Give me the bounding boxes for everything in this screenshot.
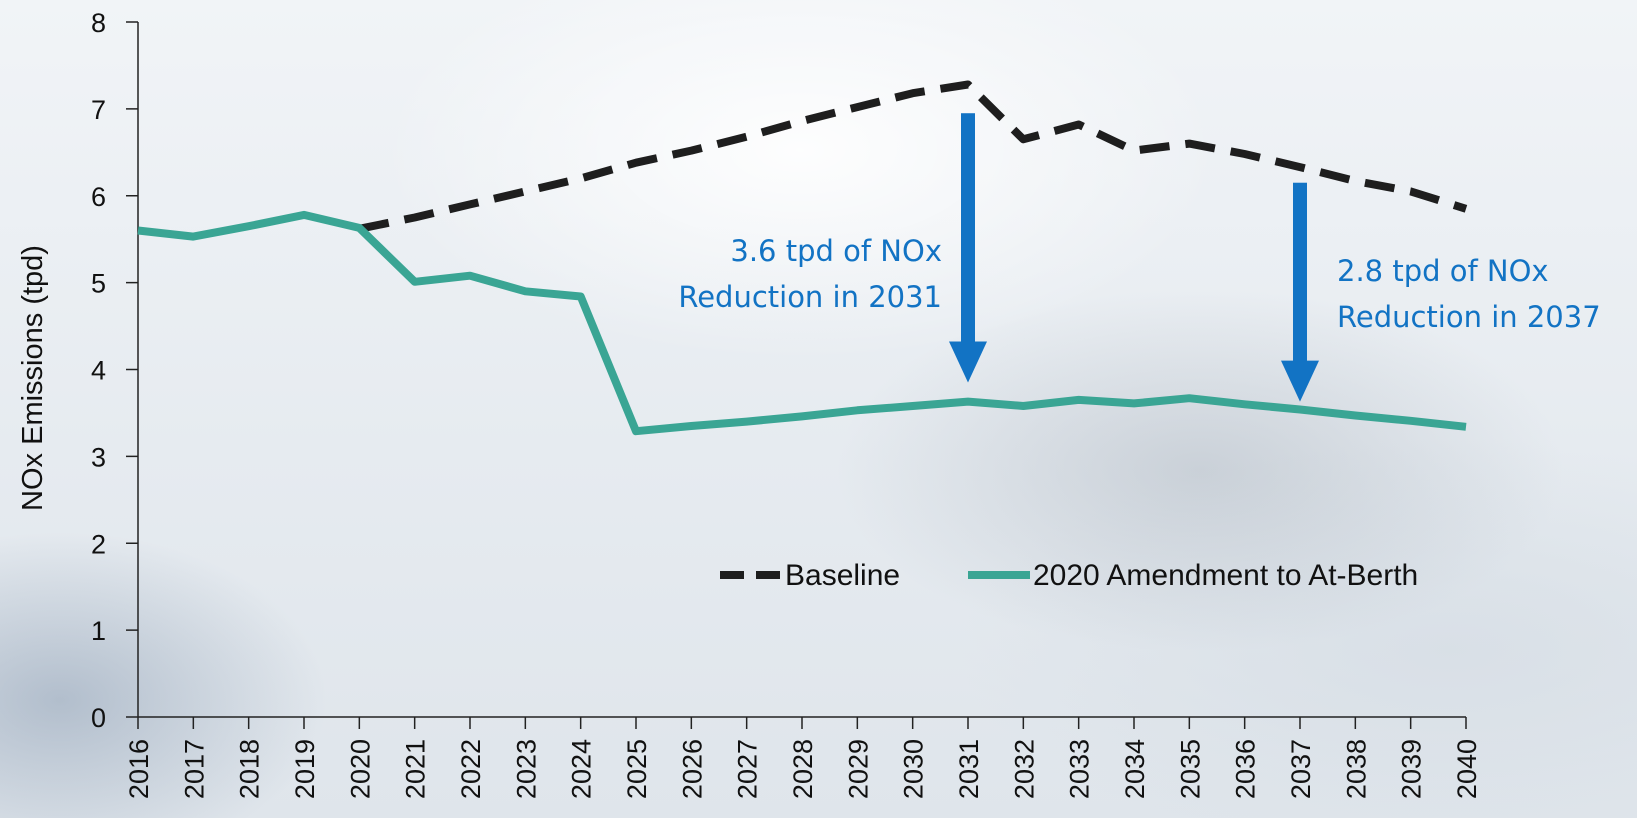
x-tick-label: 2032 <box>1009 739 1039 799</box>
y-tick-label: 6 <box>91 182 106 212</box>
x-tick-label: 2029 <box>843 739 873 799</box>
annotation-arrows <box>949 113 1319 402</box>
annotation-2037: 2.8 tpd of NOx Reduction in 2037 <box>1337 248 1601 340</box>
x-tick-label: 2023 <box>511 739 541 799</box>
y-tick-label: 1 <box>91 616 106 646</box>
arrow-shaft <box>1293 182 1307 362</box>
annotation-2037-line1: 2.8 tpd of NOx <box>1337 254 1549 288</box>
y-tick-label: 0 <box>91 703 106 733</box>
legend-label-amendment: 2020 Amendment to At-Berth <box>1033 559 1418 592</box>
x-tick-label: 2019 <box>290 739 320 799</box>
x-tick-label: 2024 <box>567 739 597 799</box>
arrow-shaft <box>961 113 975 343</box>
x-tick-label: 2031 <box>954 739 984 799</box>
x-tick-label: 2030 <box>899 739 929 799</box>
x-tick-label: 2035 <box>1175 739 1205 799</box>
series-line-baseline <box>358 80 1468 233</box>
x-tick-label: 2021 <box>401 739 431 799</box>
x-tick-label: 2026 <box>677 739 707 799</box>
y-tick-label: 2 <box>91 529 106 559</box>
y-tick-label: 5 <box>91 269 106 299</box>
x-tick-label: 2020 <box>345 739 375 799</box>
y-tick-label: 4 <box>91 356 106 386</box>
x-tick-label: 2040 <box>1452 739 1482 799</box>
y-tick-label: 7 <box>91 95 106 125</box>
arrow-head <box>1281 360 1319 402</box>
y-tick-label: 3 <box>91 442 106 472</box>
annotation-2031: 3.6 tpd of NOx Reduction in 2031 <box>678 228 942 320</box>
y-axis-title: NOx Emissions (tpd) <box>17 245 49 511</box>
reduction-arrow-2031 <box>949 113 987 383</box>
axes: 0 1 2 3 4 5 6 7 8 2016 2017 2018 2019 2020 2021 2022 202… <box>91 8 1482 799</box>
x-tick-label: 2037 <box>1286 739 1316 799</box>
x-tick-label: 2025 <box>622 739 652 799</box>
x-tick-label: 2034 <box>1120 739 1150 799</box>
x-tick-label: 2039 <box>1397 739 1427 799</box>
arrow-head <box>949 341 987 383</box>
x-tick-label: 2017 <box>179 739 209 799</box>
annotation-2031-line2: Reduction in 2031 <box>678 280 942 314</box>
series-line-amendment <box>137 210 1467 436</box>
legend-label-baseline: Baseline <box>785 559 900 592</box>
x-tick-label: 2018 <box>235 739 265 799</box>
x-tick-label: 2027 <box>733 739 763 799</box>
reduction-arrow-2037 <box>1281 182 1319 402</box>
x-tick-label: 2036 <box>1231 739 1261 799</box>
annotation-2031-line1: 3.6 tpd of NOx <box>730 234 942 268</box>
y-tick-label: 8 <box>91 8 106 38</box>
x-tick-label: 2038 <box>1341 739 1371 799</box>
x-tick-label: 2028 <box>788 739 818 799</box>
annotation-2037-line2: Reduction in 2037 <box>1337 300 1601 334</box>
x-tick-label: 2022 <box>456 739 486 799</box>
x-tick-label: 2016 <box>124 739 154 799</box>
series-layer <box>137 80 1468 436</box>
x-tick-label: 2033 <box>1065 739 1095 799</box>
legend: Baseline 2020 Amendment to At-Berth <box>720 559 1418 592</box>
